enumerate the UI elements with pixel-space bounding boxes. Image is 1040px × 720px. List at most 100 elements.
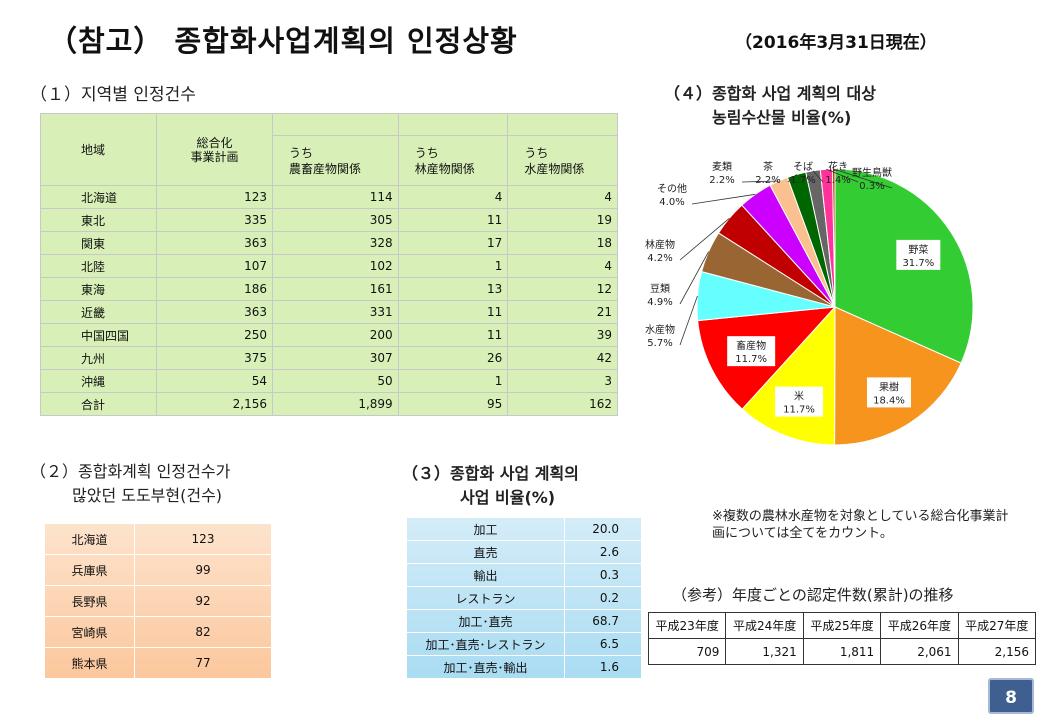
pie-value-label: 2.2% xyxy=(709,175,734,186)
pie-value-label: 4.0% xyxy=(659,197,684,208)
region-agri: 1,899 xyxy=(272,392,399,416)
business-type-ratio: 2.6 xyxy=(564,540,642,564)
region-total: 123 xyxy=(156,185,273,209)
region-total: 2,156 xyxy=(156,392,273,416)
yearly-value: 2,061 xyxy=(880,638,959,665)
region-name: 近畿 xyxy=(40,300,157,324)
counting-note: ※複数の農林水産物を対象としている総合化事業計画については全てをカウント。 xyxy=(712,509,1009,541)
header-region: 地域 xyxy=(40,113,157,186)
yearly-table: 平成23年度 平成24年度 平成25年度 平成26年度 平成27年度 709 1,321 1… xyxy=(647,612,1037,665)
region-name: 北海道 xyxy=(40,185,157,209)
yearly-header: 平成23年度 xyxy=(647,612,727,639)
yearly-header: 平成25年度 xyxy=(802,612,882,639)
pie-leader-line xyxy=(691,193,756,205)
region-row: 九州 375 307 26 42 xyxy=(40,346,618,370)
yearly-value: 709 xyxy=(647,638,727,665)
pie-category-label: そば xyxy=(793,161,813,173)
region-fish: 42 xyxy=(507,346,618,370)
region-agri: 102 xyxy=(272,254,399,278)
pie-value-label: 11.7% xyxy=(783,405,815,416)
yearly-value: 1,321 xyxy=(725,638,804,665)
pie-value-label: 0.3% xyxy=(859,181,884,192)
yearly-header: 平成26年度 xyxy=(880,612,959,639)
section2-label-line2: 많았던 도도부현(건수) xyxy=(72,486,223,505)
region-forest: 11 xyxy=(397,323,509,347)
region-forest: 4 xyxy=(397,185,509,209)
region-row: 北陸 107 102 1 4 xyxy=(40,254,618,278)
regional-header-row: 地域 総合化 事業計画 xyxy=(40,113,618,186)
region-row: 東海 186 161 13 12 xyxy=(40,277,618,301)
prefecture-count: 77 xyxy=(134,647,272,679)
header-forest-spacer xyxy=(397,113,509,136)
region-agri: 50 xyxy=(272,369,399,393)
yearly-header: 平成24年度 xyxy=(725,612,804,639)
yearly-value: 2,156 xyxy=(957,638,1037,665)
pie-leader-line xyxy=(741,180,779,183)
pie-label-background xyxy=(896,239,941,270)
pie-leader-line xyxy=(787,174,797,183)
product-ratio-pie-chart: 野菜 31.7% 果樹 18.4% 米 11.7% 畜産物 11.7% 水産物 5.7% 豆類 4.9… xyxy=(645,160,974,446)
prefecture-count: 92 xyxy=(134,585,272,617)
region-fish: 4 xyxy=(507,254,618,278)
pie-category-label: 水産物 xyxy=(645,323,675,336)
page-number: 8 xyxy=(988,678,1034,714)
pie-value-label: 1.7% xyxy=(790,175,815,186)
header-total: 総合化 事業計画 xyxy=(156,113,273,186)
region-name: 東北 xyxy=(40,208,157,232)
page-title: （참고） 종합화사업계획의 인정상황 xyxy=(48,24,518,58)
region-name: 九州 xyxy=(40,346,157,370)
region-fish: 21 xyxy=(507,300,618,324)
region-total: 186 xyxy=(156,277,273,301)
pie-value-label: 11.7% xyxy=(735,354,767,365)
prefecture-count: 99 xyxy=(134,554,272,586)
prefecture-row: 熊本県 77 xyxy=(44,647,272,679)
yearly-header: 平成27年度 xyxy=(957,612,1037,639)
pie-category-label: その他 xyxy=(657,182,687,195)
pie-value-label: 2.2% xyxy=(755,175,780,186)
business-type-ratio: 0.2 xyxy=(564,586,642,610)
region-row: 近畿 363 331 11 21 xyxy=(40,300,618,324)
prefecture-name: 兵庫県 xyxy=(44,554,135,586)
business-type-name: レストラン xyxy=(406,586,565,610)
section4-label-line1: （４）종합화 사업 계획의 대상 xyxy=(664,84,876,103)
region-fish: 39 xyxy=(507,323,618,347)
region-total: 54 xyxy=(156,369,273,393)
pie-label-background xyxy=(775,386,824,417)
business-type-ratio: 6.5 xyxy=(564,632,642,656)
region-row: 沖縄 54 50 1 3 xyxy=(40,369,618,393)
pie-category-label: 果樹 xyxy=(879,380,899,393)
region-forest: 1 xyxy=(397,369,509,393)
business-type-row: 加工 20.0 xyxy=(406,517,642,541)
pie-category-label: 林産物 xyxy=(645,238,675,251)
business-type-name: 加工･直売 xyxy=(406,609,565,633)
region-agri: 307 xyxy=(272,346,399,370)
yearly-header-row: 平成23年度 平成24年度 平成25年度 平成26年度 平成27年度 xyxy=(647,612,1037,639)
business-type-name: 加工･直売･輸出 xyxy=(406,655,565,679)
pie-label-background xyxy=(866,377,911,408)
region-agri: 161 xyxy=(272,277,399,301)
pie-category-label: 野菜 xyxy=(908,244,928,256)
business-type-row: 加工･直売･レストラン 6.5 xyxy=(406,632,642,656)
region-row: 合計 2,156 1,899 95 162 xyxy=(40,392,618,416)
region-agri: 200 xyxy=(272,323,399,347)
pie-category-label: 花き xyxy=(828,160,848,173)
section3-label-line2: 사업 비율(%) xyxy=(460,488,556,507)
prefecture-name: 北海道 xyxy=(44,523,135,555)
pie-category-label: 茶 xyxy=(763,160,773,173)
section1-label: （１）지역별 인정건수 xyxy=(30,85,196,105)
prefecture-row: 兵庫県 99 xyxy=(44,554,272,586)
region-forest: 26 xyxy=(397,346,509,370)
region-total: 363 xyxy=(156,231,273,255)
region-row: 北海道 123 114 4 4 xyxy=(40,185,618,209)
pie-value-label: 5.7% xyxy=(647,338,672,349)
region-total: 107 xyxy=(156,254,273,278)
business-type-table: 加工 20.0 直売 2.6 輸出 0.3 レストラン 0.2 加工･直売 68.7 加工･直売･レ… xyxy=(406,517,642,679)
business-type-name: 直売 xyxy=(406,540,565,564)
yearly-value-row: 709 1,321 1,811 2,061 2,156 xyxy=(647,638,1037,665)
prefecture-row: 宮崎県 82 xyxy=(44,616,272,648)
prefecture-count: 82 xyxy=(134,616,272,648)
pie-leader-line xyxy=(812,170,824,183)
region-forest: 11 xyxy=(397,208,509,232)
yearly-label: （参考）年度ごとの認定件数(累計)の推移 xyxy=(672,586,954,604)
region-forest: 11 xyxy=(397,300,509,324)
